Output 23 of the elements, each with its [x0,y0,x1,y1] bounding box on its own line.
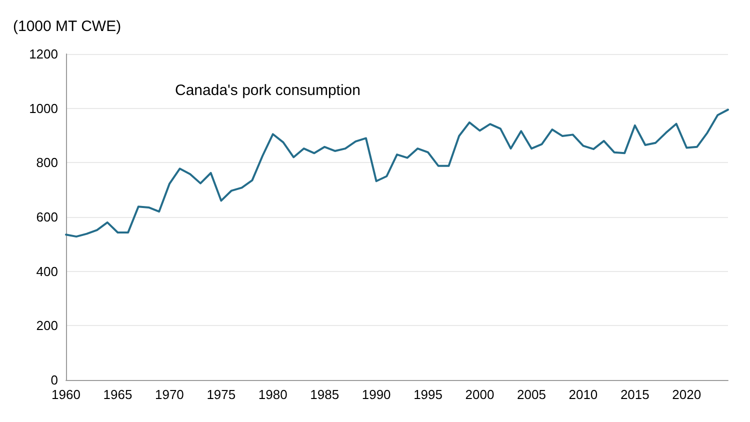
x-tick-label: 1995 [414,387,442,402]
x-tick-label: 1975 [206,387,236,402]
y-tick-label: 200 [36,318,58,334]
text: Canada's pork consumption [175,82,360,99]
line-series [65,108,729,238]
y-tick-label: 600 [36,210,58,224]
y-tick-label: 800 [36,155,58,170]
x-tick-label: 1970 [154,387,184,402]
x-tick-label: 1980 [258,387,288,402]
x-tick-label: 1985 [310,387,340,402]
x-tick-label: 1990 [362,387,391,402]
x-tick-label: 1960 [52,387,80,402]
y-tick-label: 1200 [29,46,58,62]
x-tick-label: 2010 [568,387,598,402]
y-tick-label: 1000 [29,100,58,116]
x-tick-label: 1965 [103,387,132,402]
x-tick-label: 2015 [620,387,650,402]
y-axis-title: (1000 MT CWE) [13,18,122,35]
x-tick-label: 2005 [517,387,546,402]
y-tick-label: 400 [36,264,58,279]
y-tick-label: 0 [50,372,58,388]
x-tick-label: 2000 [465,387,494,402]
x-tick-label: 2020 [672,387,702,402]
